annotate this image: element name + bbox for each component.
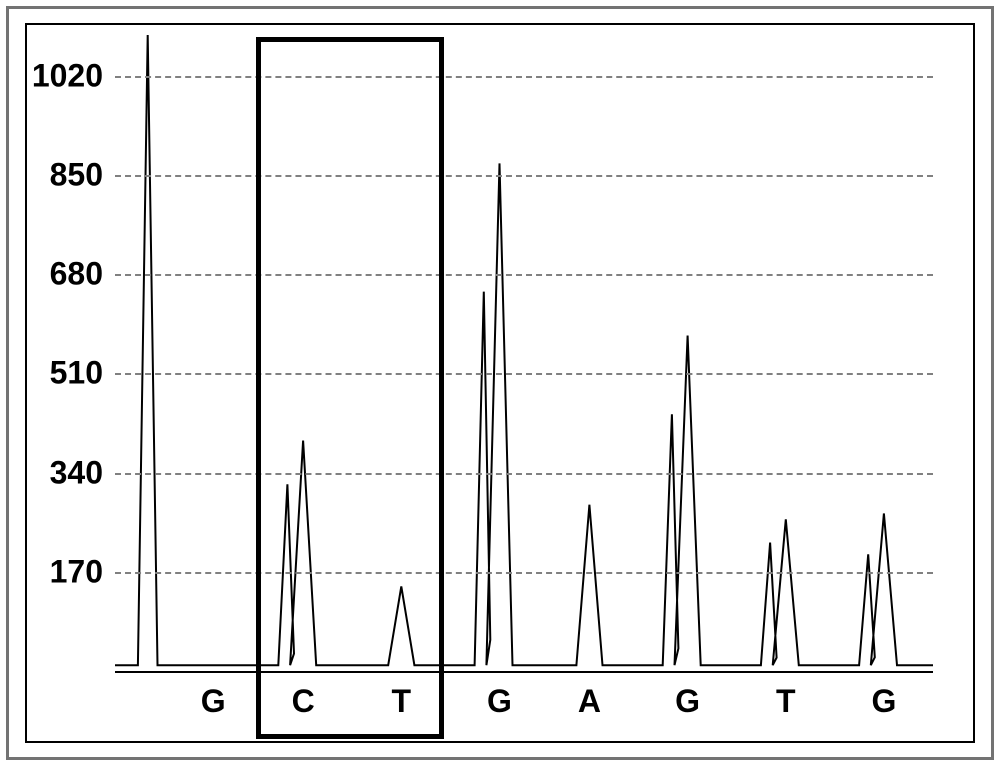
plot-area: 1703405106808501020	[115, 35, 933, 671]
gridline	[115, 473, 933, 475]
x-tick-label: G	[675, 683, 700, 720]
trace-line	[115, 35, 933, 665]
x-tick-label: A	[578, 683, 601, 720]
y-tick-label: 170	[50, 553, 115, 590]
y-tick-label: 510	[50, 355, 115, 392]
x-tick-label: C	[292, 683, 315, 720]
chart-panel: 1703405106808501020 GCTGAGTG	[6, 6, 994, 760]
y-tick-label: 1020	[32, 57, 115, 94]
x-tick-label: G	[487, 683, 512, 720]
y-tick-label: 850	[50, 157, 115, 194]
gridline	[115, 175, 933, 177]
gridline	[115, 373, 933, 375]
peaks-svg	[115, 35, 933, 671]
plot-frame: 1703405106808501020 GCTGAGTG	[25, 23, 975, 743]
gridline	[115, 274, 933, 276]
gridline	[115, 572, 933, 574]
gridline	[115, 76, 933, 78]
x-tick-label: G	[871, 683, 896, 720]
x-tick-label: G	[201, 683, 226, 720]
y-tick-label: 680	[50, 256, 115, 293]
x-tick-label: T	[776, 683, 796, 720]
x-tick-label: T	[392, 683, 412, 720]
x-axis-baseline	[115, 671, 933, 673]
viewer-frame: 1703405106808501020 GCTGAGTG	[0, 0, 1000, 766]
y-tick-label: 340	[50, 454, 115, 491]
x-labels-row: GCTGAGTG	[115, 683, 933, 727]
